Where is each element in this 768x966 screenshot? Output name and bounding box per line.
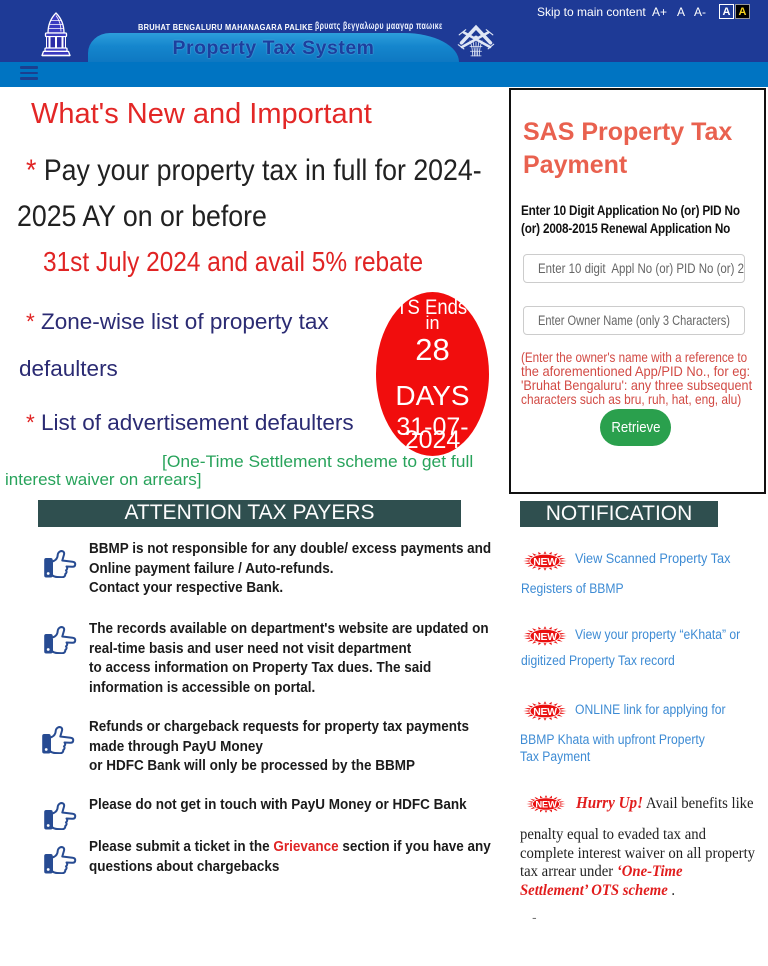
svg-text:NEW: NEW [533, 706, 557, 718]
svg-text:NEW: NEW [535, 799, 557, 810]
svg-text:NEW: NEW [533, 556, 557, 568]
svg-text:NEW: NEW [533, 631, 557, 643]
